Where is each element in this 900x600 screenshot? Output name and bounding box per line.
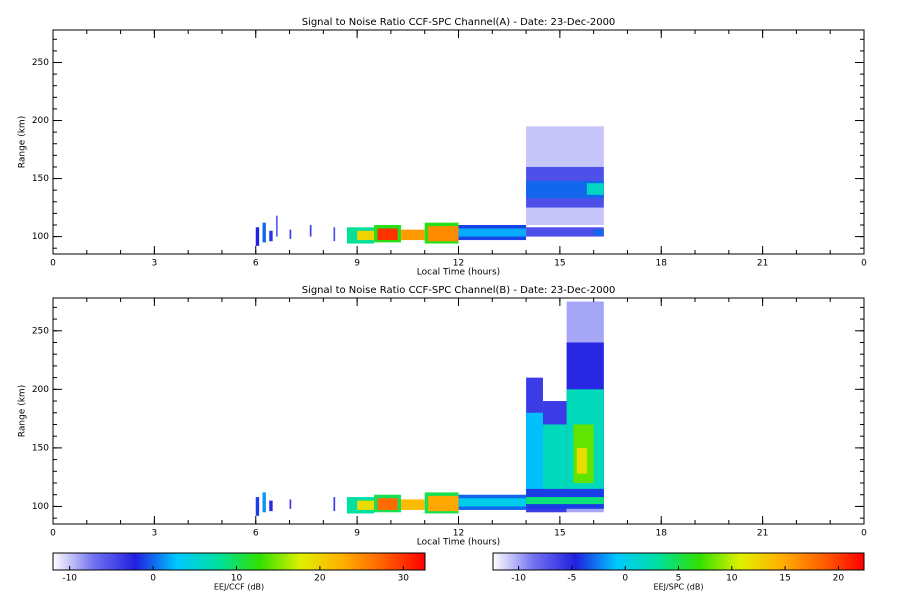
x-tick-label: 0 bbox=[50, 259, 56, 269]
y-tick-label: 250 bbox=[32, 58, 49, 68]
heat-cell bbox=[576, 447, 587, 474]
y-tick-label: 150 bbox=[32, 174, 49, 184]
heat-cell bbox=[333, 497, 336, 512]
colorbar bbox=[52, 552, 426, 571]
x-tick-label: 18 bbox=[656, 529, 668, 539]
y-tick-label: 250 bbox=[32, 326, 49, 336]
colorbar-tick-label: 5 bbox=[676, 574, 682, 584]
x-tick-label: 12 bbox=[453, 529, 464, 539]
colorbar-tick-label: 10 bbox=[726, 574, 738, 584]
colorbar-label: EEJ/CCF (dB) bbox=[214, 583, 264, 592]
heat-cell bbox=[255, 227, 260, 246]
heat-cell bbox=[276, 215, 278, 237]
colorbar-tick-label: -10 bbox=[62, 574, 77, 584]
heat-cell bbox=[526, 412, 543, 495]
y-tick-label: 200 bbox=[32, 116, 49, 126]
chart-title: Signal to Noise Ratio CCF-SPC Channel(A)… bbox=[302, 17, 616, 28]
colorbar-tick-label: 0 bbox=[150, 574, 156, 584]
colorbar-label: EEJ/SPC (dB) bbox=[653, 583, 703, 592]
y-tick-label: 100 bbox=[32, 232, 49, 242]
colorbar-tick-label: -10 bbox=[511, 574, 526, 584]
colorbar-tick-label: -5 bbox=[567, 574, 576, 584]
plot-area bbox=[255, 126, 604, 246]
y-axis-label: Range (km) bbox=[18, 385, 28, 437]
heat-cell bbox=[357, 500, 375, 510]
heat-cell bbox=[377, 498, 398, 510]
heat-cell bbox=[458, 228, 527, 237]
x-tick-label: 6 bbox=[253, 259, 259, 269]
colorbar-tick-label: 30 bbox=[398, 574, 410, 584]
x-tick-label: 15 bbox=[554, 529, 565, 539]
x-tick-label: 21 bbox=[757, 259, 768, 269]
y-axis-label: Range (km) bbox=[18, 116, 28, 168]
x-tick-label: 6 bbox=[253, 529, 259, 539]
colorbar-tick-label: 20 bbox=[833, 574, 845, 584]
x-tick-label: 12 bbox=[453, 259, 464, 269]
plot-area bbox=[255, 301, 604, 516]
heat-cell bbox=[255, 497, 260, 516]
heat-cell bbox=[289, 499, 292, 509]
x-tick-label: 3 bbox=[152, 529, 158, 539]
x-tick-label: 0 bbox=[50, 529, 56, 539]
heat-cell bbox=[542, 424, 567, 495]
heat-cell bbox=[526, 180, 604, 199]
x-tick-label: 18 bbox=[656, 259, 668, 269]
colorbar-tick-label: 20 bbox=[314, 574, 326, 584]
x-tick-label: 0 bbox=[861, 259, 867, 269]
heat-cell bbox=[401, 499, 425, 510]
axes-frame bbox=[52, 297, 865, 525]
heat-cell bbox=[269, 500, 273, 512]
heat-cell bbox=[309, 224, 312, 237]
x-tick-label: 15 bbox=[554, 259, 565, 269]
colorbar-tick-label: 0 bbox=[622, 574, 628, 584]
colorbar-tick-label: 10 bbox=[231, 574, 243, 584]
heat-cell bbox=[428, 226, 459, 242]
heat-cell bbox=[401, 229, 425, 241]
x-tick-label: 9 bbox=[354, 529, 360, 539]
heat-cell bbox=[357, 230, 375, 241]
heat-cell bbox=[262, 222, 266, 243]
heat-cell bbox=[289, 229, 292, 239]
x-tick-label: 21 bbox=[757, 529, 768, 539]
chart-title: Signal to Noise Ratio CCF-SPC Channel(B)… bbox=[302, 285, 616, 296]
y-tick-label: 150 bbox=[32, 443, 49, 453]
heat-cell bbox=[377, 228, 398, 241]
x-axis-label: Local Time (hours) bbox=[417, 538, 500, 548]
heat-cell bbox=[269, 230, 273, 242]
colorbar-tick-label: 15 bbox=[779, 574, 790, 584]
heat-cell bbox=[586, 183, 604, 195]
axes-frame bbox=[52, 29, 865, 255]
y-tick-label: 200 bbox=[32, 385, 49, 395]
heat-cell bbox=[333, 227, 336, 242]
heat-cell bbox=[526, 497, 604, 505]
x-tick-label: 0 bbox=[861, 529, 867, 539]
x-tick-label: 3 bbox=[152, 259, 158, 269]
x-tick-label: 9 bbox=[354, 259, 360, 269]
heat-cell bbox=[428, 495, 459, 512]
y-tick-label: 100 bbox=[32, 502, 49, 512]
heat-cell bbox=[526, 227, 604, 237]
heat-cell bbox=[593, 229, 604, 236]
x-axis-label: Local Time (hours) bbox=[417, 268, 500, 278]
heat-cell bbox=[262, 492, 266, 513]
heat-cell bbox=[458, 498, 527, 507]
